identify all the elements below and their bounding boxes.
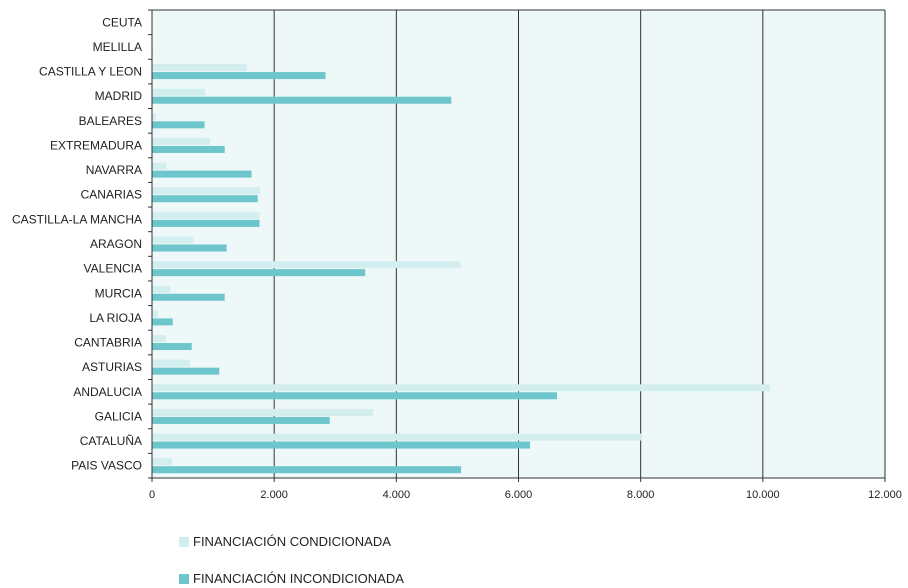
- x-tick-label: 2.000: [260, 489, 288, 501]
- x-tick-label: 0: [149, 489, 155, 501]
- bar-incondicionada: [152, 343, 192, 351]
- bar-incondicionada: [152, 441, 531, 449]
- category-label: CANARIAS: [81, 188, 142, 202]
- category-label: MELILLA: [93, 40, 142, 54]
- bar-condicionada: [152, 113, 156, 121]
- legend-item-incondicionada: FINANCIACIÓN INCONDICIONADA: [179, 571, 404, 586]
- axes: [148, 9, 886, 482]
- category-label: EXTREMADURA: [50, 138, 142, 152]
- bar-incondicionada: [152, 367, 220, 375]
- category-label: LA RIOJA: [89, 311, 142, 325]
- legend-item-condicionada: FINANCIACIÓN CONDICIONADA: [179, 534, 391, 549]
- bar-condicionada: [152, 88, 206, 96]
- x-tick-label: 8.000: [627, 489, 655, 501]
- category-label: ARAGON: [90, 237, 142, 251]
- bar-incondicionada: [152, 195, 258, 203]
- x-tick-label: 4.000: [383, 489, 411, 501]
- bar-condicionada: [152, 310, 159, 318]
- category-label: ANDALUCIA: [73, 385, 142, 399]
- bar-condicionada: [152, 162, 167, 170]
- bar-incondicionada: [152, 219, 260, 227]
- bar-incondicionada: [152, 145, 225, 153]
- bar-condicionada: [152, 335, 167, 343]
- x-tick-label: 6.000: [505, 489, 533, 501]
- category-label: CASTILLA Y LEON: [39, 65, 142, 79]
- tick-labels: 0 2.000 4.000 6.000 8.000 10.000 12.000: [149, 489, 902, 501]
- category-label: NAVARRA: [86, 163, 142, 177]
- category-labels: CEUTA MELILLA CASTILLA Y LEON MADRID BALEARE…: [12, 15, 142, 472]
- bar-incondicionada: [152, 269, 366, 277]
- x-tick-label: 10.000: [746, 489, 780, 501]
- category-label: MURCIA: [95, 286, 142, 300]
- category-label: GALICIA: [95, 409, 142, 423]
- bar-incondicionada: [152, 170, 252, 178]
- category-label: BALEARES: [79, 114, 142, 128]
- legend-label-condicionada: FINANCIACIÓN CONDICIONADA: [193, 534, 391, 549]
- bar-condicionada: [152, 187, 261, 195]
- bar-condicionada: [152, 236, 194, 244]
- bar-incondicionada: [152, 72, 326, 80]
- bar-incondicionada: [152, 96, 452, 104]
- bar-incondicionada: [152, 121, 205, 129]
- bar-condicionada: [152, 261, 461, 269]
- bar-condicionada: [152, 359, 190, 367]
- legend-label-incondicionada: FINANCIACIÓN INCONDICIONADA: [193, 571, 404, 586]
- x-tick-label: 12.000: [868, 489, 902, 501]
- category-label: CEUTA: [102, 15, 142, 29]
- bars: [152, 47, 771, 474]
- legend-swatch-incondicionada: [179, 573, 189, 584]
- category-label: PAIS VASCO: [71, 459, 142, 473]
- bar-condicionada: [152, 137, 211, 145]
- bar-incondicionada: [152, 466, 462, 474]
- legend-swatch-condicionada: [179, 536, 189, 547]
- bar-condicionada: [152, 64, 247, 72]
- bar-condicionada: [152, 384, 771, 392]
- category-label: VALENCIA: [84, 262, 142, 276]
- bar-condicionada: [152, 458, 173, 466]
- bar-incondicionada: [152, 392, 557, 400]
- bar-condicionada: [152, 211, 260, 219]
- bar-condicionada: [152, 433, 642, 441]
- bar-incondicionada: [152, 293, 225, 301]
- bar-incondicionada: [152, 416, 330, 424]
- category-label: CANTABRIA: [74, 336, 142, 350]
- category-label: ASTURIAS: [82, 360, 142, 374]
- bar-condicionada: [152, 408, 374, 416]
- gridlines: [273, 10, 886, 478]
- category-label: CATALUÑA: [80, 434, 142, 448]
- category-label: MADRID: [95, 89, 143, 103]
- bar-condicionada: [152, 285, 171, 293]
- bar-incondicionada: [152, 244, 227, 252]
- bar-incondicionada: [152, 318, 173, 326]
- category-label: CASTILLA-LA MANCHA: [12, 212, 142, 226]
